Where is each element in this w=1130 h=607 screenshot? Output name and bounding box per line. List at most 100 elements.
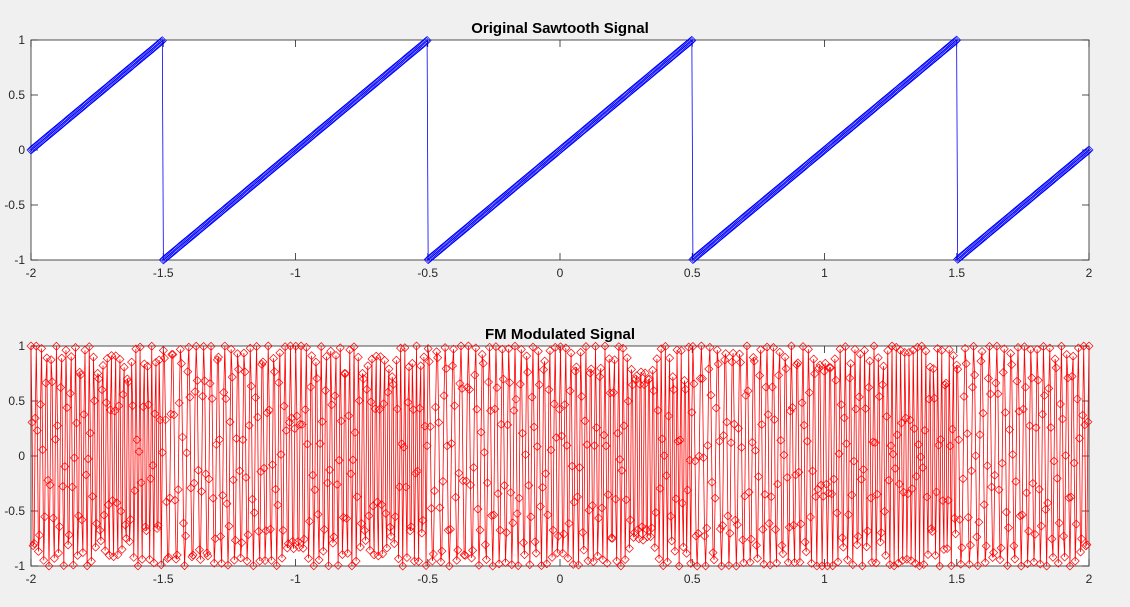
data-point-marker <box>970 370 980 380</box>
data-point-marker <box>81 470 91 480</box>
data-point-marker <box>172 550 182 560</box>
data-point-marker <box>999 344 1009 354</box>
data-point-marker <box>733 423 743 433</box>
data-point-marker <box>996 543 1006 553</box>
data-point-marker <box>1000 408 1010 418</box>
data-point-marker <box>1082 540 1092 550</box>
y-tick-label: 0.5 <box>8 394 25 408</box>
data-point-marker <box>607 533 617 543</box>
data-point-marker <box>221 394 231 404</box>
data-point-marker <box>1056 341 1066 351</box>
data-point-marker <box>805 512 815 522</box>
data-point-marker <box>536 561 546 571</box>
data-point-marker <box>350 428 360 437</box>
data-point-marker <box>341 369 351 379</box>
data-point-marker <box>46 355 56 365</box>
data-point-marker <box>282 543 292 553</box>
data-point-marker <box>629 532 639 542</box>
chart-title: Original Sawtooth Signal <box>471 20 649 37</box>
data-point-marker <box>399 442 409 452</box>
data-point-marker <box>327 400 337 410</box>
data-point-marker <box>401 482 411 492</box>
data-point-marker <box>961 359 971 369</box>
data-point-marker <box>735 349 745 359</box>
data-point-marker <box>1047 534 1057 544</box>
data-point-marker <box>764 518 774 528</box>
data-point-marker <box>1010 554 1020 564</box>
data-point-marker <box>918 463 928 473</box>
data-point-marker <box>783 557 793 567</box>
data-point-marker <box>343 548 353 558</box>
data-point-marker <box>453 545 463 555</box>
data-point-marker <box>984 341 994 351</box>
data-point-marker <box>755 371 765 381</box>
x-tick-label: -1.5 <box>153 572 174 586</box>
data-point-marker <box>1070 556 1080 566</box>
data-point-marker <box>533 346 543 356</box>
data-point-marker <box>119 362 129 372</box>
data-point-marker <box>141 526 151 536</box>
data-point-marker <box>1037 409 1047 419</box>
data-point-marker <box>389 539 399 549</box>
data-point-marker <box>973 561 983 571</box>
data-point-marker <box>815 360 825 370</box>
data-point-marker <box>746 534 756 544</box>
data-point-marker <box>359 374 369 384</box>
data-point-marker <box>433 353 443 363</box>
data-point-marker <box>267 460 277 470</box>
data-point-marker <box>126 515 136 525</box>
data-point-marker <box>732 520 742 530</box>
data-point-marker <box>989 548 999 558</box>
data-point-marker <box>216 532 226 542</box>
data-point-marker <box>600 341 610 351</box>
data-point-marker <box>407 358 417 368</box>
data-point-marker <box>479 447 489 457</box>
data-point-marker <box>280 342 290 352</box>
data-point-marker <box>317 417 327 427</box>
data-point-marker <box>56 383 66 392</box>
data-point-marker <box>396 343 406 353</box>
data-point-marker <box>371 351 381 361</box>
data-point-marker <box>833 557 843 567</box>
data-point-marker <box>851 404 861 414</box>
data-point-marker <box>957 543 967 553</box>
data-point-marker <box>425 422 435 432</box>
data-point-marker <box>876 528 886 538</box>
data-point-marker <box>349 342 359 352</box>
data-point-marker <box>1084 341 1094 351</box>
data-point-marker <box>306 382 316 392</box>
data-point-marker <box>295 419 305 429</box>
data-point-marker <box>249 508 259 518</box>
data-point-marker <box>55 522 65 532</box>
data-point-marker <box>217 558 227 568</box>
data-point-marker <box>124 537 134 547</box>
data-point-marker <box>361 536 371 546</box>
data-point-marker <box>613 428 623 438</box>
data-point-marker <box>1055 399 1065 409</box>
data-point-marker <box>1012 376 1022 386</box>
x-tick-label: 2 <box>1086 266 1093 280</box>
data-point-marker <box>1029 557 1039 567</box>
data-point-marker <box>316 342 326 352</box>
data-point-marker <box>891 342 901 352</box>
data-point-marker <box>826 363 836 373</box>
data-point-marker <box>256 467 266 477</box>
data-point-marker <box>39 555 49 565</box>
data-point-marker <box>262 408 272 418</box>
data-point-marker <box>597 503 607 513</box>
data-point-marker <box>318 546 328 556</box>
data-point-marker <box>647 523 657 533</box>
x-tick-label: 1 <box>821 266 828 280</box>
data-point-marker <box>968 382 977 392</box>
data-point-marker <box>1031 423 1041 433</box>
data-point-marker <box>179 518 188 528</box>
data-point-marker <box>265 524 275 534</box>
data-point-marker <box>1014 406 1024 416</box>
data-point-marker <box>813 484 823 494</box>
data-point-marker <box>357 368 367 378</box>
data-point-marker <box>674 561 684 571</box>
data-point-marker <box>132 435 142 445</box>
data-point-marker <box>667 536 677 546</box>
data-point-marker <box>59 561 69 571</box>
data-point-marker <box>274 378 284 388</box>
